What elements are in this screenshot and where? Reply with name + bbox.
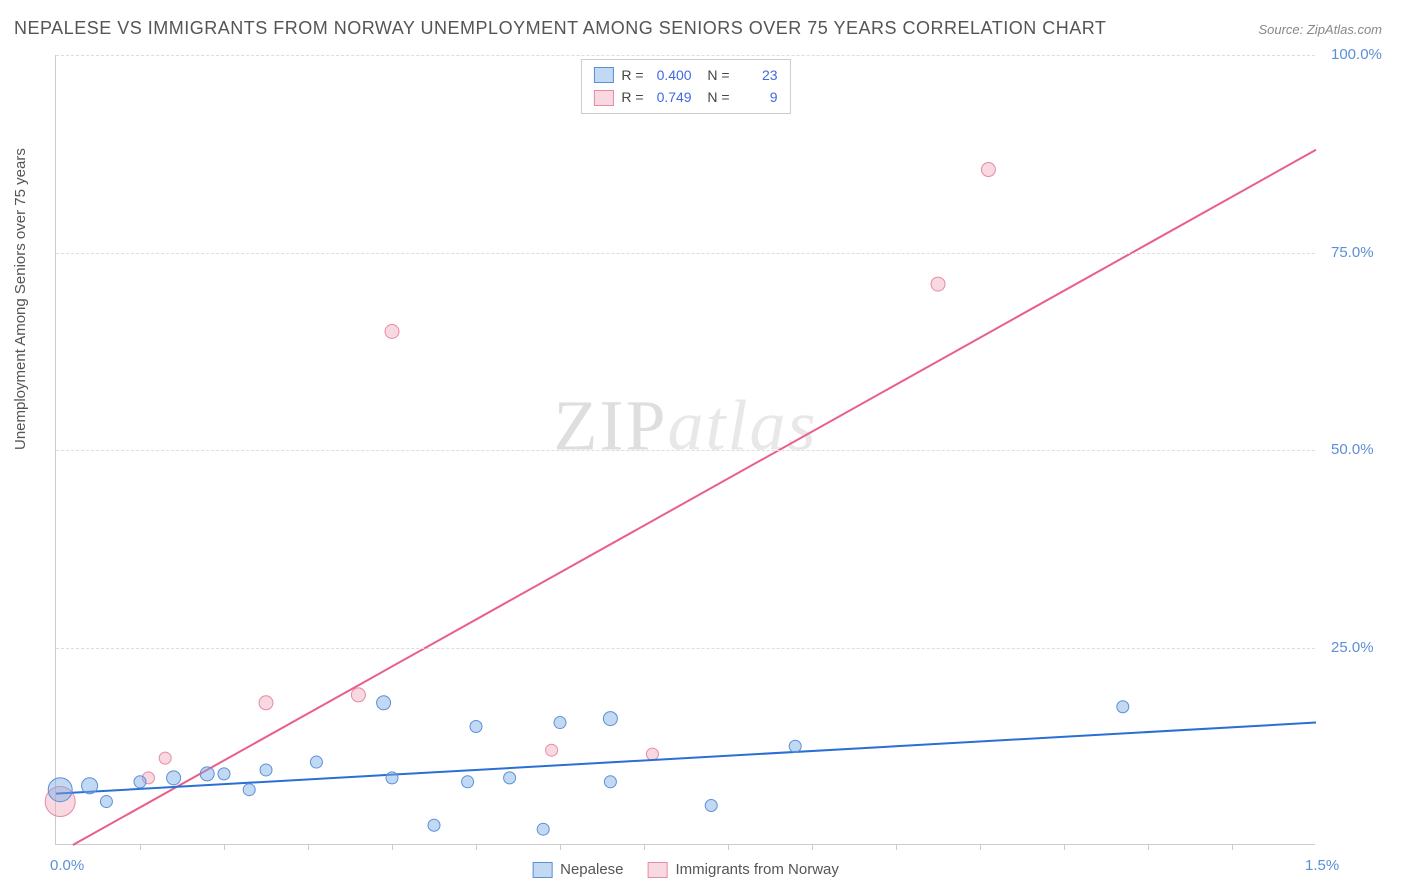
x-tick <box>392 844 393 850</box>
y-tick-label: 25.0% <box>1331 639 1374 656</box>
data-point <box>82 778 98 794</box>
data-point <box>554 717 566 729</box>
gridline <box>56 450 1315 451</box>
gridline <box>56 55 1315 56</box>
legend-row-nepalese: R = 0.400 N = 23 <box>593 64 777 86</box>
x-tick <box>812 844 813 850</box>
x-tick <box>644 844 645 850</box>
chart-title: NEPALESE VS IMMIGRANTS FROM NORWAY UNEMP… <box>14 18 1106 39</box>
data-point <box>604 776 616 788</box>
data-point <box>981 163 995 177</box>
data-point <box>428 819 440 831</box>
x-tick <box>560 844 561 850</box>
data-point <box>386 772 398 784</box>
plot-area: ZIPatlas R = 0.400 N = 23 R = 0.749 N = … <box>55 55 1315 845</box>
legend-r-label: R = <box>621 64 643 86</box>
trend-line <box>56 723 1316 794</box>
y-tick-label: 100.0% <box>1331 46 1382 63</box>
data-point <box>259 696 273 710</box>
data-point <box>504 772 516 784</box>
legend-item-nepalese: Nepalese <box>532 861 623 878</box>
data-point <box>603 712 617 726</box>
data-point <box>167 771 181 785</box>
x-tick <box>140 844 141 850</box>
data-point <box>200 767 214 781</box>
data-point <box>546 744 558 756</box>
gridline <box>56 253 1315 254</box>
x-tick <box>476 844 477 850</box>
data-point <box>931 277 945 291</box>
data-point <box>789 740 801 752</box>
x-tick <box>224 844 225 850</box>
x-origin-label: 0.0% <box>50 857 84 874</box>
data-point <box>260 764 272 776</box>
y-tick-label: 75.0% <box>1331 244 1374 261</box>
legend-row-norway: R = 0.749 N = 9 <box>593 86 777 108</box>
legend-label-nepalese: Nepalese <box>560 861 623 878</box>
data-point <box>385 325 399 339</box>
series-legend: Nepalese Immigrants from Norway <box>532 861 839 878</box>
legend-swatch-norway-bottom <box>648 862 668 878</box>
legend-r-value-nepalese: 0.400 <box>652 64 692 86</box>
legend-n-label: N = <box>700 86 730 108</box>
source-attribution: Source: ZipAtlas.com <box>1258 22 1382 37</box>
data-point <box>243 784 255 796</box>
data-point <box>310 756 322 768</box>
legend-item-norway: Immigrants from Norway <box>648 861 839 878</box>
data-point <box>470 721 482 733</box>
legend-n-label: N = <box>700 64 730 86</box>
legend-r-value-norway: 0.749 <box>652 86 692 108</box>
y-tick-label: 50.0% <box>1331 441 1374 458</box>
legend-r-label: R = <box>621 86 643 108</box>
x-tick <box>980 844 981 850</box>
data-point <box>100 796 112 808</box>
legend-swatch-nepalese-bottom <box>532 862 552 878</box>
x-tick <box>1148 844 1149 850</box>
legend-swatch-nepalese <box>593 67 613 83</box>
data-point <box>1117 701 1129 713</box>
data-point <box>462 776 474 788</box>
data-point <box>159 752 171 764</box>
x-end-label: 1.5% <box>1305 857 1339 874</box>
x-tick <box>1064 844 1065 850</box>
data-point <box>537 823 549 835</box>
x-tick <box>728 844 729 850</box>
x-tick <box>308 844 309 850</box>
data-point <box>218 768 230 780</box>
legend-swatch-norway <box>593 90 613 106</box>
data-point <box>48 778 72 802</box>
legend-n-value-nepalese: 23 <box>738 64 778 86</box>
x-tick <box>1232 844 1233 850</box>
data-point <box>134 776 146 788</box>
legend-n-value-norway: 9 <box>738 86 778 108</box>
x-tick <box>896 844 897 850</box>
gridline <box>56 648 1315 649</box>
data-point <box>351 688 365 702</box>
data-point <box>646 748 658 760</box>
y-axis-label: Unemployment Among Seniors over 75 years <box>12 148 29 450</box>
legend-label-norway: Immigrants from Norway <box>676 861 839 878</box>
trend-line <box>73 150 1316 845</box>
data-point <box>705 800 717 812</box>
correlation-legend: R = 0.400 N = 23 R = 0.749 N = 9 <box>580 59 790 114</box>
data-point <box>377 696 391 710</box>
